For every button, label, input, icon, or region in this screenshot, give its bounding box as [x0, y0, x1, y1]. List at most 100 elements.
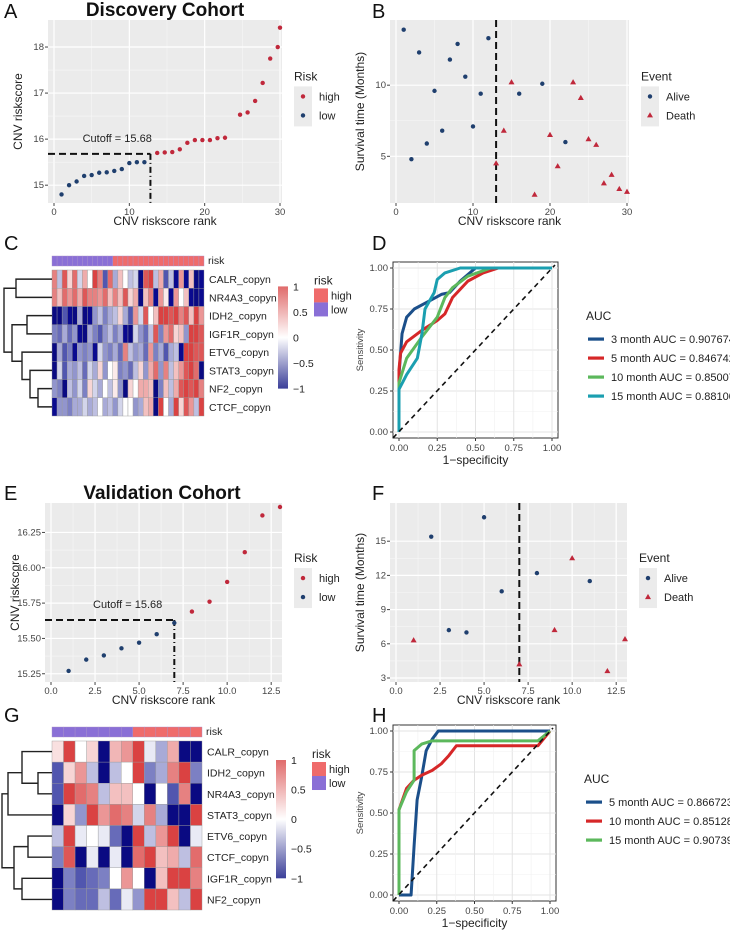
heatmap-cell — [188, 342, 195, 362]
data-point-death — [551, 626, 558, 633]
heatmap-cell — [51, 269, 58, 289]
row-label: ETV6_copyn — [209, 347, 269, 359]
heatmap-cell — [178, 342, 184, 362]
y-tick-label: 12 — [375, 570, 386, 581]
y-tick-label: 0.25 — [370, 386, 389, 397]
data-point-alive — [440, 128, 445, 133]
y-tick-label: 0.00 — [370, 427, 389, 438]
annotation-row-label: risk — [208, 255, 225, 267]
legend-key-alive — [645, 575, 651, 581]
heatmap-cell — [61, 324, 68, 344]
heatmap-cell — [137, 288, 144, 307]
heatmap-cell — [121, 783, 133, 805]
data-point-death — [508, 79, 515, 85]
heatmap-cell — [97, 740, 110, 763]
heatmap-cell — [155, 783, 168, 805]
panel-c-heatmap: risk CALR_copyn NR4A3_copyn IDH2_copyn IGF1R… — [3, 255, 352, 417]
heatmap-cell — [72, 324, 78, 344]
row-dendrogram — [1, 750, 52, 901]
roc-curve — [397, 266, 552, 432]
heatmap-cell — [158, 397, 164, 417]
heatmap-cell — [77, 324, 83, 344]
heatmap-cell — [167, 740, 180, 763]
risk-annotation-cell — [163, 255, 169, 267]
heatmap-cell — [158, 288, 164, 307]
heatmap-cell — [178, 397, 184, 417]
heatmap-cell — [122, 342, 129, 362]
heatmap-cell — [74, 740, 87, 763]
heatmap-cell — [127, 306, 134, 325]
heatmap-cell — [77, 361, 83, 380]
heatmap-cell — [193, 269, 200, 289]
data-point-high — [222, 135, 228, 140]
heatmap-cell — [132, 888, 145, 911]
heatmap-cell — [193, 324, 200, 344]
data-point-high — [260, 513, 265, 518]
heatmap-cell — [178, 804, 191, 826]
dendrogram-branch — [37, 387, 52, 408]
risk-annotation-cell — [112, 255, 119, 267]
risk-annotation-cell — [193, 255, 200, 267]
x-tick-label: 10 — [468, 207, 479, 218]
heatmap-cell — [178, 288, 184, 307]
panel-label-e: E — [4, 483, 17, 505]
heatmap-cell — [178, 361, 184, 380]
x-tick-label: 30 — [275, 207, 286, 218]
colorbar-tick-label: −0.5 — [291, 844, 312, 856]
data-point-high — [170, 149, 175, 155]
heatmap-cell — [127, 379, 134, 398]
heatmap-cell — [137, 361, 144, 380]
x-tick-label: 2.5 — [88, 686, 101, 697]
x-tick-label: 0.0 — [389, 686, 402, 697]
data-point-death — [593, 141, 600, 147]
row-label: STAT3_copyn — [209, 365, 274, 377]
data-point-alive — [540, 81, 545, 86]
heatmap-cell — [51, 740, 64, 763]
row-label: CALR_copyn — [209, 274, 271, 286]
heatmap-cell — [148, 269, 154, 289]
data-point-alive — [401, 27, 406, 32]
data-point-low — [119, 646, 124, 651]
data-point-death — [570, 79, 577, 85]
heatmap-cell — [63, 740, 76, 763]
heatmap-cell — [66, 397, 73, 417]
heatmap-cell — [173, 342, 179, 362]
heatmap-cell — [87, 342, 93, 362]
heatmap-cell — [148, 379, 154, 398]
heatmap-cell — [183, 288, 190, 307]
risk-annotation-cell — [97, 255, 103, 267]
risk-annotation-cell — [188, 255, 195, 267]
heatmap-cell — [122, 379, 129, 398]
data-point-alive — [499, 589, 504, 594]
heatmap-cell — [178, 306, 184, 325]
risk-annotation-cell — [87, 255, 93, 267]
heatmap-cell — [158, 324, 164, 344]
heatmap-cell — [168, 397, 174, 417]
y-tick-label: 18 — [33, 42, 44, 53]
panel-label-h: H — [372, 705, 386, 727]
heatmap-cell — [193, 342, 200, 362]
heatmap-cell — [72, 397, 78, 417]
y-tick-label: 15.50 — [17, 633, 41, 644]
heatmap-cell — [63, 888, 76, 911]
heatmap-cell — [137, 342, 144, 362]
roc-curve — [397, 729, 551, 895]
heatmap-cell — [74, 846, 87, 868]
y-tick-label: 15 — [375, 536, 386, 547]
heatmap-cell — [183, 342, 190, 362]
heatmap-cell — [63, 761, 76, 784]
y-tick-label: 0.25 — [370, 849, 389, 860]
data-point-death — [577, 94, 584, 100]
risk-annotation-cell — [82, 255, 88, 267]
heatmap-cell — [109, 804, 122, 826]
x-tick-label: 0.50 — [466, 443, 485, 454]
x-tick-label: 1.00 — [543, 443, 562, 454]
heatmap-cell — [102, 269, 108, 289]
data-point-high — [177, 147, 183, 152]
heatmap-cell — [56, 361, 63, 380]
panel-f-chart: 0.0 2.5 5.0 7.5 10.0 12.5 3 6 9 12 15 CNV riskscore… — [353, 503, 693, 707]
heatmap-cell — [51, 342, 58, 362]
y-axis-label: CNV riskscore — [11, 73, 25, 150]
data-point-alive — [481, 515, 487, 520]
heatmap-cell — [190, 740, 203, 763]
